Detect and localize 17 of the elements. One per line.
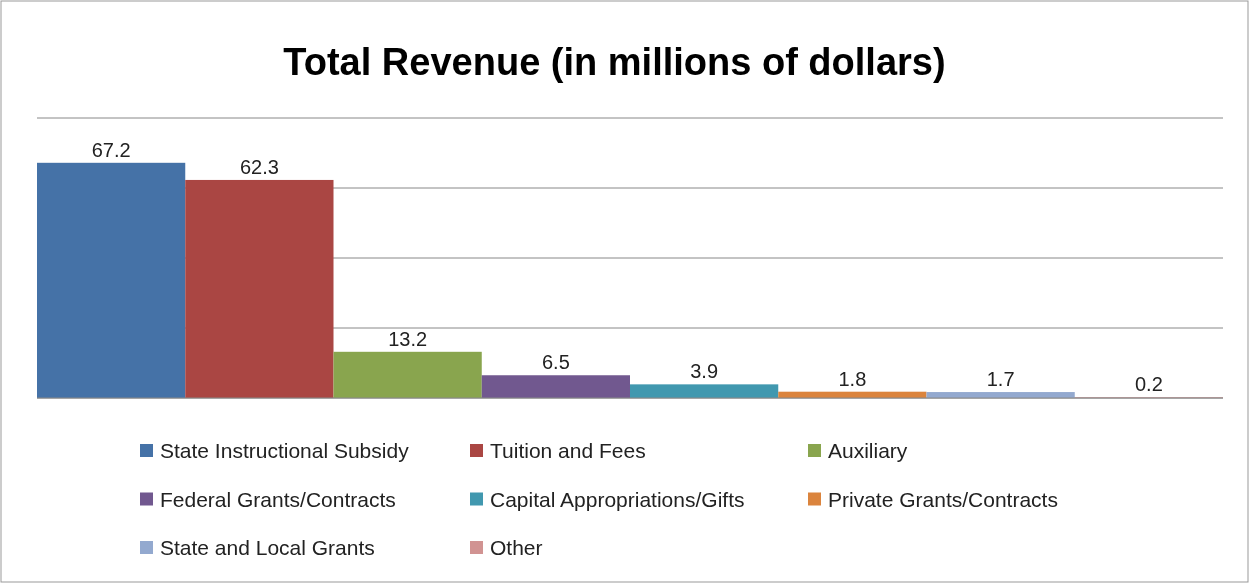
legend-label: Auxiliary [828, 439, 908, 462]
legend-label: Federal Grants/Contracts [160, 487, 396, 511]
data-label: 1.8 [838, 367, 867, 390]
legend-label: Tuition and Fees [490, 439, 646, 462]
data-label: 62.3 [239, 155, 279, 178]
legend-label: Private Grants/Contracts [828, 487, 1058, 511]
data-label: 6.5 [541, 351, 570, 374]
data-label: 67.2 [91, 138, 131, 161]
legend-label: State and Local Grants [160, 536, 375, 559]
legend-label: State Instructional Subsidy [160, 439, 410, 462]
data-label: 3.9 [690, 360, 719, 383]
data-label: 0.2 [1134, 373, 1163, 396]
data-label: 13.2 [388, 327, 428, 350]
legend-label: Capital Appropriations/Gifts [490, 487, 745, 511]
data-label: 1.7 [986, 368, 1015, 391]
chart-title: Total Revenue (in millions of dollars) [283, 41, 946, 83]
legend-label: Other [490, 536, 543, 559]
